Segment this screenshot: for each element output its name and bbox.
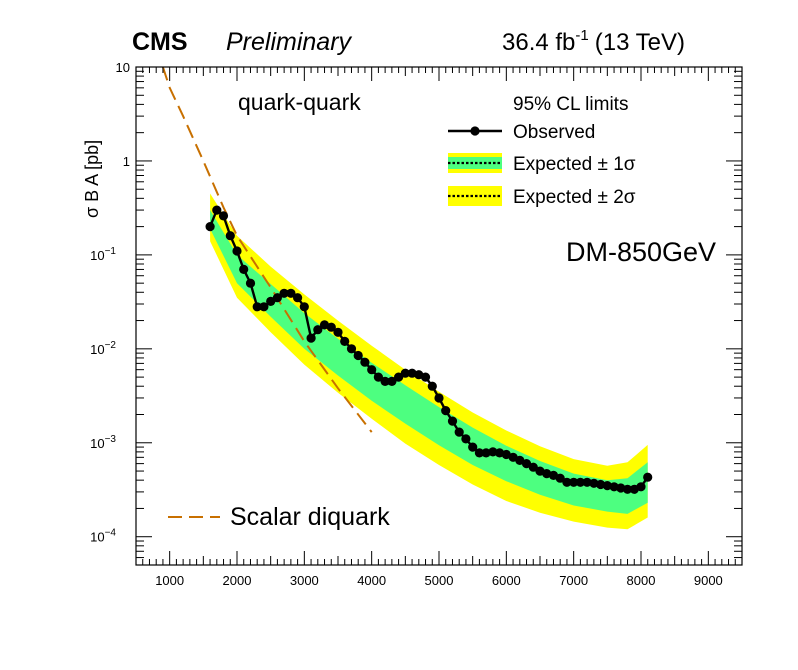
x-tick-label: 1000 [155, 573, 184, 588]
observed-point [266, 296, 276, 306]
lumi-value: 36.4 fb [502, 29, 575, 56]
theory-line [161, 66, 373, 433]
observed-point [481, 448, 491, 458]
y-tick-label: 10−4 [90, 528, 116, 545]
observed-point [394, 372, 404, 382]
observed-point [622, 484, 633, 494]
observed-point [420, 372, 431, 382]
x-tick-label: 5000 [425, 573, 454, 588]
legend-title: 95% CL limits [513, 94, 628, 115]
observed-point [643, 472, 653, 482]
observed-point [306, 333, 316, 343]
observed-point [252, 302, 262, 312]
observed-point [205, 222, 215, 232]
observed-point [239, 264, 249, 274]
observed-curve [205, 205, 653, 494]
observed-point [636, 482, 646, 492]
lumi-label: 36.4 fb-1 (13 TeV) [502, 27, 685, 56]
observed-point [447, 416, 458, 426]
x-tick-label: 6000 [492, 573, 521, 588]
observed-point [474, 448, 484, 458]
observed-point [468, 442, 478, 452]
x-tick-label: 8000 [627, 573, 656, 588]
observed-point [272, 293, 282, 303]
axis-labels: 1000 2000 3000 4000 5000 6000 7000 8000 9000 10 1 1… [90, 60, 723, 588]
observed-point [259, 302, 269, 312]
legend: Observed Expected ± 1σ Expected ± 2σ Scalar… [168, 122, 636, 531]
status-label: Preliminary [226, 28, 353, 56]
observed-point [326, 322, 336, 332]
observed-point [225, 231, 235, 241]
observed-point [602, 481, 612, 491]
observed-point [346, 344, 357, 354]
x-tick-label: 4000 [357, 573, 386, 588]
observed-point [279, 288, 289, 298]
observed-point [212, 205, 222, 215]
observed-point [427, 381, 437, 391]
observed-point [286, 288, 296, 298]
x-tick-label: 7000 [559, 573, 588, 588]
observed-point [367, 365, 377, 375]
axis-ticks [135, 66, 743, 566]
observed-point [528, 462, 538, 472]
observed-point [555, 473, 565, 483]
observed-point [313, 325, 323, 335]
y-tick-label: 10 [116, 60, 130, 75]
observed-point [340, 336, 350, 346]
observed-point [387, 376, 397, 386]
legend-label: Observed [513, 122, 595, 143]
observed-point [562, 477, 572, 487]
observed-point [360, 357, 370, 367]
y-tick-label: 10−2 [90, 340, 116, 357]
energy-label: (13 TeV) [595, 29, 685, 56]
x-tick-label: 3000 [290, 573, 319, 588]
observed-point [582, 477, 592, 487]
observed-point [434, 393, 444, 403]
legend-observed-marker [470, 126, 480, 136]
plot-frame [135, 66, 743, 566]
y-tick-label: 1 [123, 154, 130, 169]
legend-theory-label: Scalar diquark [230, 503, 390, 531]
observed-point [569, 477, 579, 487]
observed-point [521, 459, 532, 469]
observed-point [299, 302, 309, 312]
experiment-label: CMS [132, 28, 188, 56]
observed-point [575, 477, 586, 487]
lumi-exponent: -1 [575, 27, 588, 44]
observed-point [232, 246, 242, 256]
observed-point [461, 434, 471, 444]
observed-point [218, 211, 229, 221]
observed-point [333, 327, 343, 337]
model-label: DM-850GeV [566, 237, 716, 267]
observed-point [353, 350, 363, 361]
y-axis-title: σ B A [pb] [82, 140, 102, 218]
channel-label: quark-quark [238, 89, 361, 115]
observed-point [373, 372, 383, 382]
observed-point [400, 368, 410, 378]
legend-label: Expected ± 1σ [513, 154, 636, 175]
legend-label: Expected ± 2σ [513, 187, 636, 208]
scalar-diquark-curve [161, 66, 373, 433]
y-tick-label: 10−3 [90, 434, 116, 451]
observed-point [293, 293, 303, 303]
observed-point [380, 376, 390, 386]
observed-point [441, 406, 451, 416]
y-tick-label: 10−1 [90, 246, 116, 263]
observed-point [454, 427, 464, 437]
x-tick-label: 2000 [223, 573, 252, 588]
x-tick-label: 9000 [694, 573, 723, 588]
observed-point [245, 278, 256, 288]
